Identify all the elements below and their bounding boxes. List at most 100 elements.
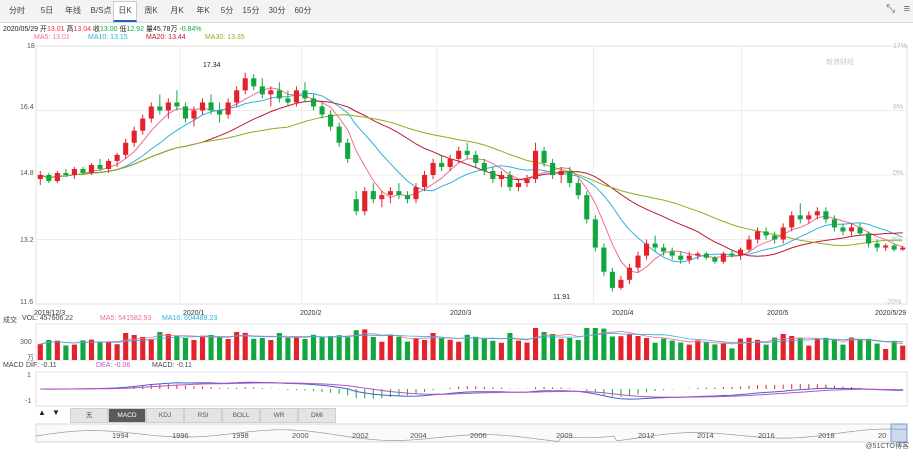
candle-body bbox=[609, 271, 615, 288]
volume-bar bbox=[285, 337, 291, 360]
volume-bar bbox=[626, 334, 633, 360]
candle-body bbox=[584, 195, 590, 220]
menu-icon[interactable]: ≡ bbox=[903, 3, 910, 15]
tab-year-line[interactable]: 年线 bbox=[65, 6, 81, 15]
volume-bar bbox=[387, 334, 393, 360]
volume-bar bbox=[669, 340, 675, 360]
volume-bar bbox=[823, 337, 829, 360]
navigator-year-label: 1998 bbox=[232, 431, 249, 440]
volume-bar bbox=[379, 341, 385, 360]
tab-5min[interactable]: 5分 bbox=[220, 6, 234, 15]
fullscreen-icon[interactable]: ⤡ bbox=[886, 3, 895, 15]
volume-bar bbox=[789, 336, 795, 360]
candle-body bbox=[208, 102, 214, 111]
candle-body bbox=[345, 142, 351, 159]
volume-bar bbox=[456, 341, 462, 360]
volume-bar bbox=[524, 342, 530, 360]
high-label: 高 bbox=[66, 26, 74, 33]
candle-body bbox=[217, 110, 223, 115]
candle-body bbox=[430, 162, 436, 175]
tab-bs-points[interactable]: B/S点 bbox=[90, 6, 112, 15]
navigator-year-label: 1994 bbox=[112, 431, 129, 440]
indicator-wr[interactable]: WR bbox=[260, 408, 298, 423]
volume-bar bbox=[541, 332, 547, 360]
volume-bar bbox=[208, 335, 214, 360]
candle-body bbox=[755, 231, 761, 240]
indicator-kdj[interactable]: KDJ bbox=[146, 408, 184, 423]
candle-body bbox=[498, 175, 504, 180]
macd-dea-legend: DEA: -0.06 bbox=[96, 362, 131, 369]
candle-body bbox=[46, 175, 52, 182]
candle-body bbox=[763, 231, 769, 236]
candle-body bbox=[276, 90, 282, 99]
tab-yearly-k[interactable]: 年K bbox=[196, 6, 210, 15]
range-navigator[interactable] bbox=[35, 423, 908, 443]
volume-bar bbox=[464, 334, 470, 360]
candle-body bbox=[456, 150, 462, 159]
tab-30min[interactable]: 30分 bbox=[268, 6, 286, 15]
indicator-rsi[interactable]: RSI bbox=[184, 408, 222, 423]
volume-bar bbox=[97, 341, 103, 360]
percent-axis-label: 17% bbox=[893, 43, 908, 50]
volume-value-legend: VOL: 457606.22 bbox=[22, 315, 73, 322]
tab-5day[interactable]: 5日 bbox=[40, 6, 54, 15]
candle-body bbox=[772, 235, 778, 240]
volume-bar bbox=[635, 336, 641, 360]
candle-body bbox=[669, 251, 675, 256]
candle-body bbox=[157, 106, 163, 111]
candle-body bbox=[883, 245, 889, 248]
candle-body bbox=[900, 247, 906, 250]
arrow-down-icon[interactable]: ▼ bbox=[52, 408, 60, 417]
candle-body bbox=[746, 239, 752, 250]
candle-body bbox=[336, 126, 342, 143]
candle-body bbox=[840, 227, 846, 232]
candlestick-series bbox=[37, 72, 906, 292]
navigator-year-label: 2000 bbox=[292, 431, 309, 440]
indicator-macd[interactable]: MACD bbox=[108, 408, 146, 423]
volume-bar bbox=[473, 336, 479, 360]
volume-bar bbox=[848, 337, 855, 360]
volume-bar bbox=[242, 332, 248, 360]
price-grid bbox=[35, 45, 908, 305]
close-label: 收 bbox=[92, 26, 100, 33]
candle-body bbox=[319, 106, 325, 115]
volume-ma10-legend: MA10: 604489.23 bbox=[162, 315, 218, 322]
tab-weekly-k[interactable]: 周K bbox=[144, 6, 158, 15]
indicator-boll[interactable]: BOLL bbox=[222, 408, 260, 423]
indicator-none[interactable]: 无 bbox=[70, 408, 108, 423]
volume-bar bbox=[874, 343, 880, 360]
volume-panel-label: 成交 bbox=[3, 317, 17, 324]
volume-bar bbox=[695, 340, 701, 360]
volume-bar bbox=[345, 337, 351, 360]
volume-bar bbox=[806, 345, 812, 360]
volume-bar bbox=[746, 337, 752, 360]
tab-monthly-k[interactable]: 月K bbox=[170, 6, 184, 15]
ma10-legend: MA10: 13.15 bbox=[88, 34, 128, 41]
candle-body bbox=[652, 243, 658, 248]
volume-bar bbox=[37, 344, 43, 360]
volume-bar bbox=[251, 338, 257, 360]
candle-body bbox=[626, 267, 633, 280]
moving-average-lines bbox=[40, 87, 903, 274]
tab-intraday[interactable]: 分时 bbox=[9, 6, 25, 15]
volume-bar bbox=[174, 336, 180, 360]
candle-body bbox=[601, 247, 607, 272]
close-value: 13.00 bbox=[99, 26, 118, 33]
quote-date: 2020/05/29 bbox=[3, 26, 39, 33]
volume-bar bbox=[814, 338, 820, 360]
tab-60min[interactable]: 60分 bbox=[294, 6, 312, 15]
candle-body bbox=[362, 191, 368, 212]
volume-bar bbox=[532, 328, 539, 360]
tab-15min[interactable]: 15分 bbox=[242, 6, 260, 15]
candle-body bbox=[806, 215, 812, 220]
candle-body bbox=[857, 227, 863, 234]
volume-bar bbox=[353, 330, 359, 360]
indicator-dmi[interactable]: DMI bbox=[298, 408, 336, 423]
macd-plot-frame bbox=[35, 371, 908, 407]
tab-daily-k[interactable]: 日K bbox=[113, 1, 137, 22]
arrow-up-icon[interactable]: ▲ bbox=[38, 408, 46, 417]
change-percent: -0.84% bbox=[179, 26, 202, 33]
volume-bar bbox=[712, 344, 718, 360]
candle-body bbox=[575, 183, 581, 196]
volume-bar bbox=[797, 338, 803, 360]
